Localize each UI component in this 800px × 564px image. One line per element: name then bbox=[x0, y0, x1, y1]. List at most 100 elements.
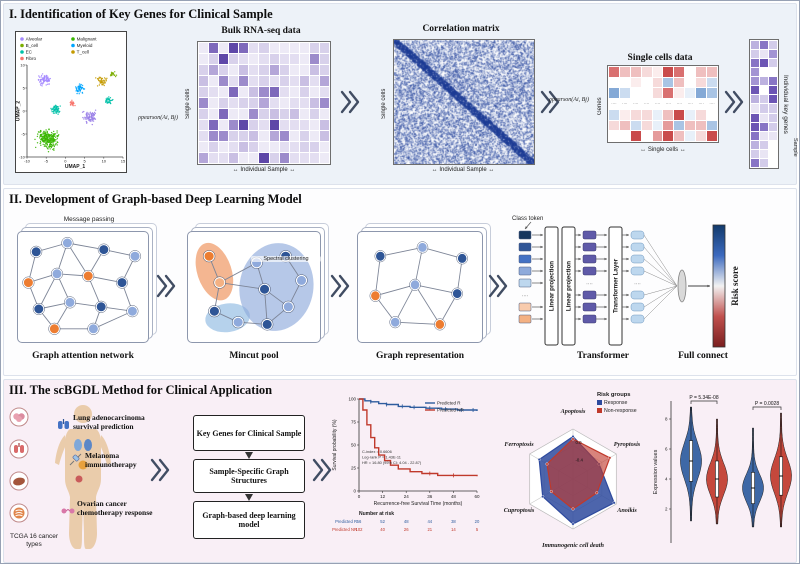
svg-text:10: 10 bbox=[20, 62, 25, 67]
svg-text:36: 36 bbox=[427, 494, 433, 499]
flow-box-deep-learning: Graph-based deep learning model bbox=[193, 501, 305, 539]
section-2-title: II. Development of Graph-based Deep Lear… bbox=[9, 192, 302, 206]
svg-text:102: 102 bbox=[356, 527, 364, 532]
graph-representation-caption: Graph representation bbox=[375, 351, 465, 361]
brain-icon bbox=[9, 407, 29, 432]
svg-text:Predicted R: Predicted R bbox=[437, 401, 461, 406]
svg-text:Log-rank P = 1.43E-11: Log-rank P = 1.43E-11 bbox=[362, 455, 401, 460]
svg-text:····: ···· bbox=[634, 282, 641, 288]
svg-text:····: ···· bbox=[586, 282, 593, 288]
pearson-formula: ρpearson(Ai, Bj) bbox=[138, 115, 178, 121]
svg-text:4: 4 bbox=[665, 477, 668, 482]
svg-text:8: 8 bbox=[665, 417, 668, 422]
svg-text:5: 5 bbox=[476, 527, 479, 532]
down-arrow-icon bbox=[245, 494, 253, 501]
svg-text:5: 5 bbox=[83, 158, 86, 163]
svg-text:14: 14 bbox=[451, 527, 456, 532]
sc-genes-axis-label: Genes bbox=[597, 97, 603, 115]
chevron-right-icon bbox=[330, 274, 350, 298]
svg-text:0: 0 bbox=[64, 158, 67, 163]
sc-x-axis-label: ↔ Single cells ↔ bbox=[640, 147, 686, 153]
svg-text:-5: -5 bbox=[21, 131, 25, 136]
svg-text:24: 24 bbox=[404, 494, 410, 499]
mincut-pool-panel bbox=[187, 231, 321, 343]
svg-text:Apoptosis: Apoptosis bbox=[560, 408, 586, 415]
h-arrow-icon: ↔ bbox=[488, 167, 495, 173]
svg-text:EC: EC bbox=[26, 50, 33, 55]
single-cells-data-title: Single cells data bbox=[627, 53, 693, 63]
svg-text:Transformer Layer: Transformer Layer bbox=[613, 258, 620, 313]
chevron-right-icon bbox=[312, 458, 332, 482]
h-arrow-icon: ↔ bbox=[232, 167, 239, 173]
lung-app-icon bbox=[57, 417, 70, 435]
svg-text:44: 44 bbox=[427, 519, 432, 524]
svg-text:Myeloid: Myeloid bbox=[77, 43, 93, 48]
svg-text:25: 25 bbox=[351, 466, 357, 471]
gan-caption: Graph attention network bbox=[32, 351, 134, 361]
svg-text:-10: -10 bbox=[19, 154, 26, 159]
ovary-icon bbox=[61, 503, 75, 521]
pearson-formula-2: ρpearson(Ai, Bj) bbox=[549, 97, 589, 103]
bulk-y-axis-label: Single cells bbox=[185, 88, 191, 120]
svg-text:0: 0 bbox=[358, 494, 361, 499]
svg-text:····: ···· bbox=[522, 294, 529, 300]
svg-text:40: 40 bbox=[380, 527, 385, 532]
svg-text:12: 12 bbox=[380, 494, 386, 499]
svg-text:Anoikis: Anoikis bbox=[616, 507, 637, 514]
svg-text:2: 2 bbox=[665, 507, 668, 512]
full-connect-caption: Full connect bbox=[678, 351, 728, 361]
flow-box-graph-structures: Sample-Specific Graph Structures bbox=[193, 459, 305, 493]
svg-text:Risk groups: Risk groups bbox=[597, 392, 631, 398]
svg-text:10: 10 bbox=[102, 158, 107, 163]
chevron-right-icon bbox=[340, 90, 360, 114]
application-ovarian-label: Ovarian cancer chemotherapy response bbox=[77, 499, 153, 517]
svg-text:Expression values: Expression values bbox=[653, 449, 659, 494]
svg-text:0: 0 bbox=[23, 108, 26, 113]
svg-text:0: 0 bbox=[353, 489, 356, 494]
graph-representation-panel bbox=[357, 231, 483, 343]
svg-text:Predicted R: Predicted R bbox=[335, 519, 357, 524]
svg-text:5: 5 bbox=[23, 85, 26, 90]
svg-text:Predicted NR: Predicted NR bbox=[332, 527, 357, 532]
svg-text:-0.4: -0.4 bbox=[576, 458, 584, 463]
svg-text:Fibro: Fibro bbox=[26, 56, 37, 61]
liver-icon bbox=[9, 471, 29, 496]
corr-y-axis-label: Single cells bbox=[381, 88, 387, 120]
svg-text:Immunogenic cell death: Immunogenic cell death bbox=[541, 542, 604, 549]
svg-text:60: 60 bbox=[474, 494, 480, 499]
svg-text:48: 48 bbox=[404, 519, 409, 524]
chevron-right-icon bbox=[150, 458, 170, 482]
svg-text:15: 15 bbox=[121, 158, 126, 163]
chevron-right-icon bbox=[724, 90, 744, 114]
svg-text:Predicted NR: Predicted NR bbox=[437, 408, 465, 413]
mincut-caption: Mincut pool bbox=[229, 351, 279, 361]
down-arrow-icon bbox=[245, 452, 253, 459]
svg-text:56: 56 bbox=[357, 519, 362, 524]
h-arrow-icon: ↔ bbox=[431, 167, 438, 173]
transformer-block: Class token ···· Linear projection Linear p… bbox=[512, 216, 740, 348]
svg-text:Non-response: Non-response bbox=[604, 408, 637, 414]
svg-text:-5: -5 bbox=[44, 158, 48, 163]
radar-chart: 0.0 -0.4 Apoptosis Pyroptosis Anoikis Immunog… bbox=[504, 392, 641, 549]
bulk-x-axis-label: ↔ Individual Sample ↔ bbox=[232, 167, 296, 173]
svg-text:Pyroptosis: Pyroptosis bbox=[614, 441, 641, 448]
application-lung-label: Lung adenocarcinoma survival prediction bbox=[73, 413, 145, 431]
svg-text:Number at risk: Number at risk bbox=[359, 511, 394, 517]
svg-text:38: 38 bbox=[451, 519, 456, 524]
svg-text:HR = 16.80 (95% CI: 4.04 - 22.: HR = 16.80 (95% CI: 4.04 - 22.87) bbox=[362, 460, 422, 465]
kaplan-meier-plot: 0 12 24 36 48 60 0 25 50 75 100 Predicted R Predicte… bbox=[332, 397, 480, 532]
svg-text:Ferroptosis: Ferroptosis bbox=[504, 441, 534, 448]
svg-text:P = 0.0028: P = 0.0028 bbox=[755, 401, 779, 407]
svg-text:Linear projection: Linear projection bbox=[566, 261, 573, 311]
svg-text:48: 48 bbox=[451, 494, 457, 499]
svg-text:6: 6 bbox=[665, 447, 668, 452]
svg-text:Cuproptosis: Cuproptosis bbox=[504, 507, 535, 514]
chevron-right-icon bbox=[156, 274, 176, 298]
bulk-rnaseq-title: Bulk RNA-seq data bbox=[221, 26, 301, 36]
corr-x-axis-label: ↔ Individual Sample ↔ bbox=[431, 167, 495, 173]
transformer-caption: Transformer bbox=[576, 351, 630, 361]
h-arrow-icon: ↔ bbox=[679, 147, 686, 153]
sample-axis-label: Sample bbox=[792, 137, 798, 157]
svg-text:P = 5.34E-08: P = 5.34E-08 bbox=[689, 395, 718, 401]
